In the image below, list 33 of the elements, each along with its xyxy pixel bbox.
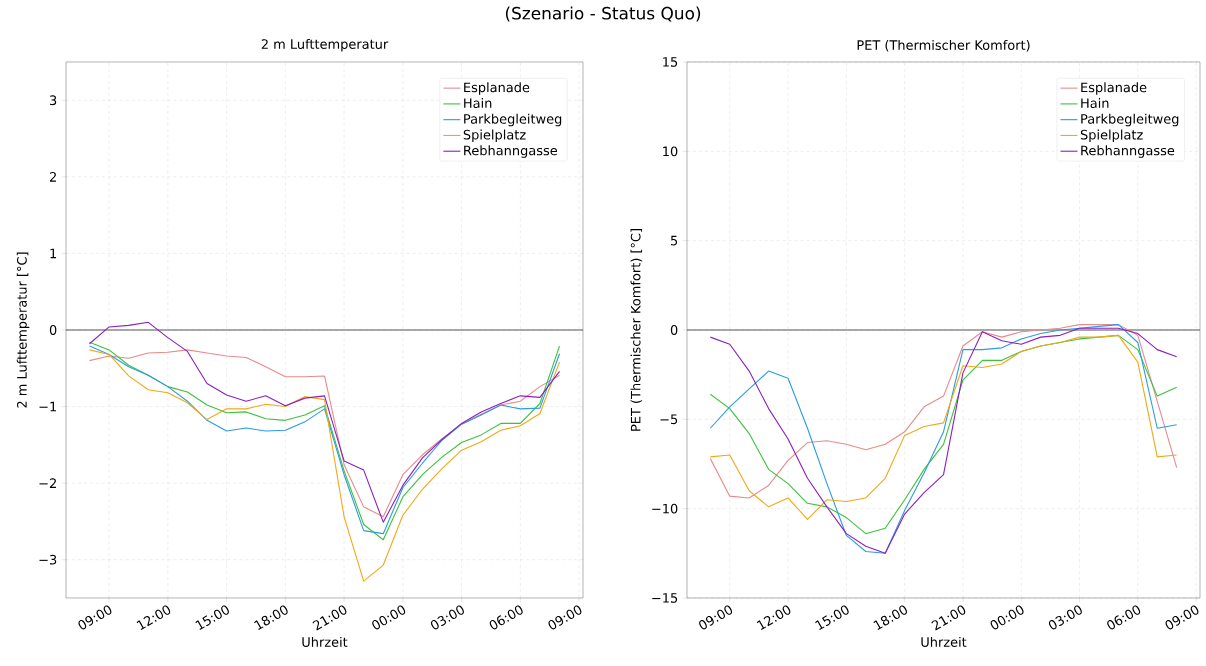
y-tick-label: −10 [652, 503, 678, 514]
y-tick-label: −15 [652, 593, 678, 603]
legend-label: Rebhanngasse [464, 145, 558, 158]
y-axis-title: PET (Thermischer Komfort) [°C] [630, 229, 643, 431]
legend-label: Spielplatz [1080, 129, 1143, 143]
legend-label: Parkbegleitweg [1081, 113, 1179, 127]
y-tick-label: −5 [660, 414, 678, 425]
y-tick-label: 0 [670, 325, 678, 335]
legend-label: Esplanade [1081, 82, 1147, 95]
legend-label: Hain [464, 98, 492, 109]
line-series [88, 349, 561, 582]
x-axis-title: Uhrzeit [921, 636, 967, 647]
y-tick-label: 15 [663, 57, 678, 67]
y-tick-label: 5 [671, 235, 678, 246]
legend-label: Parkbegleitweg [464, 113, 562, 127]
line-series [88, 321, 561, 523]
y-tick-label: 2 [49, 172, 56, 182]
text: (Szenario - Status Quo) [505, 6, 701, 22]
legend-label: Hain [1081, 98, 1109, 109]
y-tick-label: 1 [50, 248, 57, 259]
y-tick-label: 3 [49, 95, 57, 106]
chart-title: 2 m Lufttemperatur [261, 38, 389, 52]
y-tick-label: −1 [39, 401, 57, 412]
y-tick-label: −2 [39, 478, 56, 488]
y-tick-label: −3 [39, 554, 57, 565]
legend-label: Rebhanngasse [1081, 145, 1175, 158]
y-tick-label: 0 [49, 325, 57, 335]
x-axis-title: Uhrzeit [302, 636, 348, 647]
y-axis-title: 2 m Lufttemperatur [°C] [16, 252, 30, 408]
legend-label: Esplanade [464, 82, 530, 95]
y-tick-label: 10 [663, 146, 678, 157]
legend-label: Spielplatz [463, 129, 526, 143]
chart-title: PET (Thermischer Komfort) [857, 39, 1030, 52]
